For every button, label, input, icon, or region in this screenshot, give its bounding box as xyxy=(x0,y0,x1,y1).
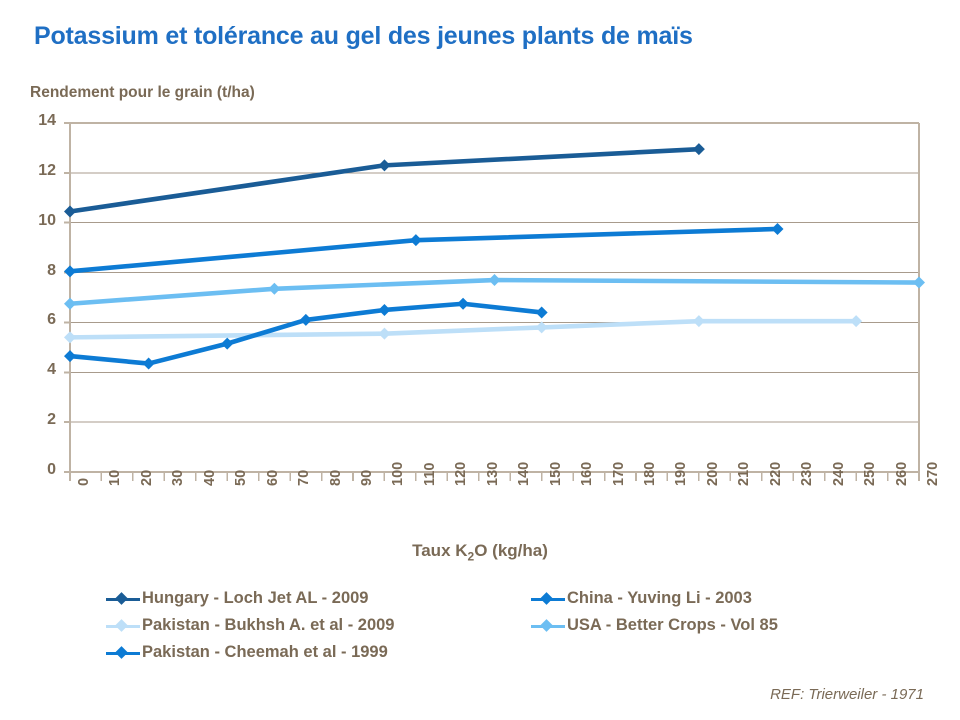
page-title: Potassium et tolérance au gel des jeunes… xyxy=(34,22,693,50)
data-point-marker xyxy=(771,222,784,235)
x-tick-label: 110 xyxy=(421,462,438,486)
data-point-marker xyxy=(378,303,391,316)
x-tick-label: 150 xyxy=(547,461,564,486)
legend-column-right: China - Yuving Li - 2003 USA - Better Cro… xyxy=(531,585,778,639)
data-point-marker xyxy=(535,321,548,334)
x-axis-title: Taux K2O (kg/ha) xyxy=(0,541,960,563)
x-tick-label: 130 xyxy=(484,461,501,486)
legend-item-label: Hungary - Loch Jet AL - 2009 xyxy=(142,589,369,607)
x-tick-label: 180 xyxy=(642,461,658,486)
data-point-marker xyxy=(64,265,76,278)
x-tick-label: 90 xyxy=(359,469,375,486)
x-tick-label: 170 xyxy=(610,461,627,486)
x-tick-label: 30 xyxy=(170,469,187,486)
legend-item[interactable]: China - Yuving Li - 2003 xyxy=(531,585,778,612)
x-tick-label: 120 xyxy=(453,461,470,486)
x-tick-label: 20 xyxy=(138,469,155,486)
legend-marker-icon xyxy=(106,592,140,606)
x-tick-label: 200 xyxy=(704,461,721,486)
legend-item-label: China - Yuving Li - 2003 xyxy=(567,589,752,607)
series-line xyxy=(64,222,784,278)
reference-note: REF: Trierweiler - 1971 xyxy=(770,686,924,703)
data-point-marker xyxy=(378,159,391,172)
x-tick-label: 260 xyxy=(893,461,910,486)
data-point-marker xyxy=(850,315,863,328)
data-point-marker xyxy=(409,234,422,247)
legend-item[interactable]: USA - Better Crops - Vol 85 xyxy=(531,612,778,639)
x-tick-label: 100 xyxy=(390,461,407,486)
legend-marker-icon xyxy=(106,646,140,660)
legend-item[interactable]: Pakistan - Cheemah et al - 1999 xyxy=(106,639,394,666)
series-line xyxy=(64,274,925,310)
y-tick-label: 14 xyxy=(38,112,56,129)
x-tick-label: 40 xyxy=(201,469,218,486)
x-tick-label: 240 xyxy=(830,461,847,486)
x-axis-title-text: Taux K2O (kg/ha) xyxy=(412,541,548,564)
x-tick-label: 230 xyxy=(799,461,816,486)
x-tick-label: 160 xyxy=(579,461,596,486)
series-line xyxy=(64,315,863,344)
data-point-marker xyxy=(692,143,705,156)
data-point-marker xyxy=(457,297,470,310)
data-point-marker xyxy=(488,274,501,287)
legend-column-left: Hungary - Loch Jet AL - 2009 Pakistan - B… xyxy=(106,585,394,666)
data-point-marker xyxy=(64,205,76,218)
x-tick-label: 50 xyxy=(233,469,250,486)
y-tick-label: 2 xyxy=(47,411,56,429)
y-axis-title: Rendement pour le grain (t/ha) xyxy=(30,84,255,101)
legend-item[interactable]: Hungary - Loch Jet AL - 2009 xyxy=(106,585,394,612)
data-point-marker xyxy=(64,350,76,363)
series-line xyxy=(64,297,548,370)
x-tick-label: 190 xyxy=(673,461,690,486)
x-tick-label: 270 xyxy=(925,461,941,486)
x-tick-label: 220 xyxy=(767,461,784,486)
legend-item-label: Pakistan - Cheemah et al - 1999 xyxy=(142,643,388,661)
legend-marker-icon xyxy=(531,592,565,606)
data-point-marker xyxy=(692,315,705,328)
legend-item-label: Pakistan - Bukhsh A. et al - 2009 xyxy=(142,616,395,634)
x-tick-label: 250 xyxy=(862,461,879,486)
x-tick-label: 10 xyxy=(107,469,124,486)
x-tick-label: 60 xyxy=(264,469,281,486)
x-tick-label: 140 xyxy=(516,461,533,486)
data-point-marker xyxy=(142,357,155,370)
y-tick-label: 0 xyxy=(47,461,56,478)
data-point-marker xyxy=(64,331,76,344)
y-tick-label: 10 xyxy=(38,211,56,229)
legend-marker-icon xyxy=(531,619,565,633)
data-point-marker xyxy=(378,327,391,340)
data-point-marker xyxy=(913,276,925,289)
y-tick-label: 4 xyxy=(47,361,56,379)
series-line xyxy=(64,143,705,218)
data-point-marker xyxy=(268,282,281,295)
data-point-marker xyxy=(299,313,312,326)
data-point-marker xyxy=(535,306,548,319)
legend-item[interactable]: Pakistan - Bukhsh A. et al - 2009 xyxy=(106,612,394,639)
x-tick-label: 70 xyxy=(296,469,313,486)
y-tick-label: 12 xyxy=(38,161,56,179)
x-tick-label: 0 xyxy=(76,477,92,486)
data-point-marker xyxy=(64,297,76,310)
x-tick-label: 210 xyxy=(736,461,753,486)
legend-marker-icon xyxy=(106,619,140,633)
y-tick-label: 6 xyxy=(47,311,56,329)
legend-item-label: USA - Better Crops - Vol 85 xyxy=(567,616,778,634)
x-tick-label: 80 xyxy=(327,469,344,486)
data-point-marker xyxy=(221,337,234,350)
y-tick-label: 8 xyxy=(47,261,56,279)
